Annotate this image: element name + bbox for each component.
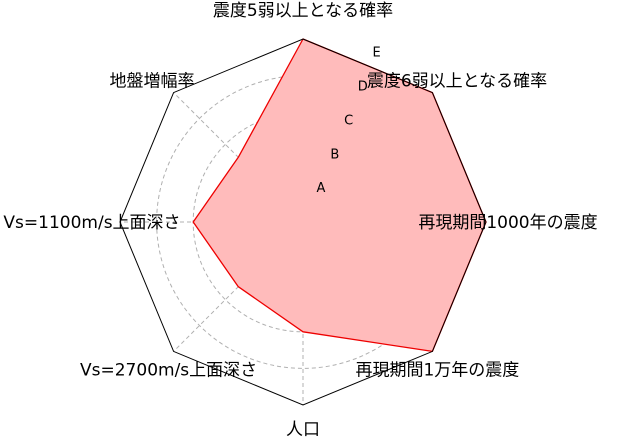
radar-tick-labels: A B C D E [316,46,380,196]
radar-axis-labels: 震度5弱以上となる確率震度6弱以上となる確率再現期間1000年の震度再現期間1万… [3,1,597,440]
axis-label-1: 震度5弱以上となる確率 [213,1,393,21]
radar-frame [119,38,487,406]
tick-label-B: B [330,147,339,162]
axis-label-4: 再現期間1万年の震度 [355,360,519,380]
axis-label-5: 人口 [286,420,320,440]
axis-label-8: 地盤増幅率 [110,72,195,92]
tick-label-C: C [344,113,353,128]
tick-label-E: E [372,46,380,61]
axis-label-3: 再現期間1000年の震度 [418,213,597,233]
axis-label-7: Vs=1100m/s上面深さ [3,213,180,233]
axis-label-2: 震度6弱以上となる確率 [367,72,547,92]
tick-label-A: A [316,181,325,196]
outer-frame [119,38,487,406]
tick-label-D: D [358,80,368,95]
axis-label-6: Vs=2700m/s上面深さ [80,360,257,380]
